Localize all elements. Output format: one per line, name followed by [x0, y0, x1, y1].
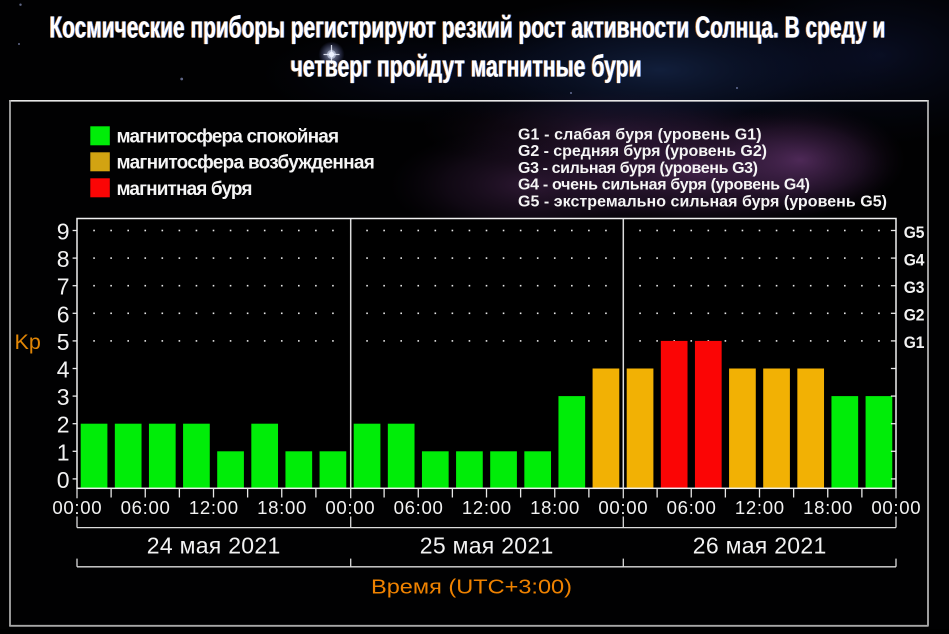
- svg-text:6: 6: [57, 301, 70, 327]
- svg-text:четверг пройдут магнитные бури: четверг пройдут магнитные бури: [291, 49, 642, 84]
- svg-text:00:00: 00:00: [871, 497, 920, 518]
- svg-text:Космические приборы регистриру: Космические приборы регистрируют резкий …: [49, 9, 885, 44]
- svg-text:7: 7: [57, 274, 70, 300]
- svg-text:12:00: 12:00: [462, 497, 511, 518]
- svg-text:G4: G4: [904, 250, 925, 269]
- svg-text:магнитосфера спокойная: магнитосфера спокойная: [117, 126, 340, 147]
- svg-text:G5 - экстремально сильная буря: G5 - экстремально сильная буря (уровень …: [518, 194, 887, 211]
- svg-text:G4 - очень сильная буря (урове: G4 - очень сильная буря (уровень G4): [518, 177, 810, 194]
- svg-text:G2: G2: [904, 306, 925, 325]
- svg-text:четверг пройдут магнитные бури: четверг пройдут магнитные бури: [291, 49, 642, 84]
- svg-text:8: 8: [57, 246, 70, 272]
- svg-text:18:00: 18:00: [803, 497, 852, 518]
- svg-text:06:00: 06:00: [667, 497, 716, 518]
- svg-text:18:00: 18:00: [530, 497, 579, 518]
- svg-text:G1: G1: [904, 333, 925, 352]
- svg-text:G3: G3: [904, 278, 925, 297]
- svg-text:G5: G5: [904, 223, 925, 242]
- svg-text:00:00: 00:00: [52, 497, 101, 518]
- svg-text:G2 - средняя буря (уровень G2): G2 - средняя буря (уровень G2): [518, 143, 767, 160]
- svg-text:06:00: 06:00: [121, 497, 170, 518]
- svg-text:5: 5: [57, 329, 70, 355]
- svg-text:магнитосфера возбужденная: магнитосфера возбужденная: [117, 153, 375, 174]
- svg-text:26 мая 2021: 26 мая 2021: [693, 533, 827, 559]
- svg-text:9: 9: [57, 219, 70, 245]
- svg-text:четверг пройдут магнитные бури: четверг пройдут магнитные бури: [290, 49, 641, 84]
- svg-text:2: 2: [57, 412, 70, 438]
- svg-text:18:00: 18:00: [257, 497, 306, 518]
- svg-text:Время (UTC+3:00): Время (UTC+3:00): [371, 576, 572, 599]
- svg-text:1: 1: [57, 439, 70, 465]
- svg-text:0: 0: [57, 467, 70, 493]
- svg-text:Космические приборы регистриру: Космические приборы регистрируют резкий …: [50, 9, 886, 44]
- svg-text:24 мая 2021: 24 мая 2021: [147, 533, 281, 559]
- svg-text:00:00: 00:00: [598, 497, 647, 518]
- svg-text:06:00: 06:00: [394, 497, 443, 518]
- svg-text:4: 4: [57, 357, 70, 383]
- svg-text:3: 3: [57, 384, 70, 410]
- svg-text:магнитная буря: магнитная буря: [117, 179, 253, 200]
- svg-text:00:00: 00:00: [325, 497, 374, 518]
- svg-text:Космические приборы регистриру: Космические приборы регистрируют резкий …: [49, 9, 885, 44]
- svg-text:25 мая 2021: 25 мая 2021: [420, 533, 554, 559]
- svg-text:G3 - сильная буря (уровень G3): G3 - сильная буря (уровень G3): [518, 160, 758, 177]
- svg-text:G1 - слабая буря (уровень G1): G1 - слабая буря (уровень G1): [518, 126, 762, 143]
- svg-text:12:00: 12:00: [735, 497, 784, 518]
- svg-text:Kp: Kp: [15, 330, 41, 354]
- svg-text:12:00: 12:00: [189, 497, 238, 518]
